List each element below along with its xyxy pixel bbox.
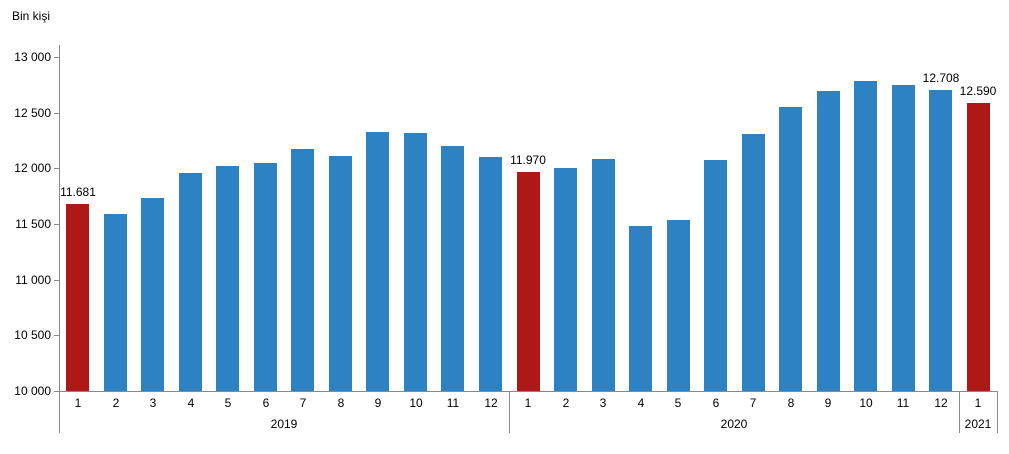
- y-axis-line: [59, 45, 60, 433]
- bar-2019-5: [216, 166, 239, 391]
- bar-2020-7: [742, 134, 765, 391]
- x-month-label: 1: [524, 396, 532, 410]
- x-axis-line: [59, 391, 997, 392]
- bar-2020-11: [892, 85, 915, 391]
- x-month-label: 5: [674, 396, 682, 410]
- x-month-label: 11: [446, 396, 460, 410]
- y-tick-label: 12 000: [14, 161, 51, 175]
- x-month-label: 7: [299, 396, 307, 410]
- x-month-label: 6: [262, 396, 270, 410]
- x-month-label: 9: [824, 396, 832, 410]
- y-axis-tick: [54, 113, 59, 114]
- y-axis-tick: [54, 168, 59, 169]
- bar-2019-11: [441, 146, 464, 391]
- bar-2019-4: [179, 173, 202, 391]
- y-axis-tick: [54, 391, 59, 392]
- bar-2019-1: [66, 204, 89, 391]
- x-month-label: 9: [374, 396, 382, 410]
- bar-2019-3: [141, 198, 164, 391]
- bar-2020-4: [629, 226, 652, 391]
- y-tick-label: 13 000: [14, 50, 51, 64]
- x-month-label: 1: [74, 396, 82, 410]
- group-separator: [959, 391, 960, 433]
- data-label: 11.681: [60, 185, 96, 199]
- y-axis-tick: [54, 57, 59, 58]
- x-month-label: 1: [974, 396, 982, 410]
- bar-2019-10: [404, 133, 427, 391]
- x-month-label: 6: [712, 396, 720, 410]
- x-month-label: 10: [859, 396, 873, 410]
- data-label: 12.590: [959, 84, 997, 98]
- bar-2020-10: [854, 81, 877, 391]
- bar-2020-9: [817, 91, 840, 391]
- y-tick-label: 11 500: [15, 217, 51, 231]
- year-label-2020: 2020: [720, 417, 748, 431]
- x-month-label: 8: [337, 396, 345, 410]
- group-separator: [509, 391, 510, 433]
- year-label-2019: 2019: [270, 417, 298, 431]
- data-label: 11.970: [510, 153, 546, 167]
- bar-2020-2: [554, 168, 577, 391]
- bar-2020-6: [704, 160, 727, 391]
- y-tick-label: 11 000: [15, 273, 51, 287]
- y-tick-label: 10 000: [14, 384, 51, 398]
- bar-2019-9: [366, 132, 389, 391]
- x-month-label: 7: [749, 396, 757, 410]
- x-month-label: 4: [187, 396, 195, 410]
- x-month-label: 11: [896, 396, 910, 410]
- bar-2019-7: [291, 149, 314, 391]
- year-label-2021: 2021: [964, 417, 992, 431]
- bar-2021-1: [967, 103, 990, 391]
- bar-2019-8: [329, 156, 352, 391]
- bar-2020-1: [517, 172, 540, 391]
- x-month-label: 2: [562, 396, 570, 410]
- bar-2019-6: [254, 163, 277, 391]
- bar-2020-12: [929, 90, 952, 391]
- y-axis-tick: [54, 280, 59, 281]
- bar-2019-12: [479, 157, 502, 391]
- bar-2020-8: [779, 107, 802, 391]
- y-tick-label: 10 500: [14, 328, 51, 342]
- y-axis-tick: [54, 224, 59, 225]
- bar-2020-3: [592, 159, 615, 391]
- y-axis-unit-label: Bin kişi: [12, 9, 51, 23]
- x-month-label: 3: [149, 396, 157, 410]
- y-axis-tick: [54, 335, 59, 336]
- x-month-label: 2: [112, 396, 120, 410]
- bar-2020-5: [667, 220, 690, 391]
- data-label: 12.708: [922, 71, 960, 85]
- x-month-label: 8: [787, 396, 795, 410]
- y-tick-label: 12 500: [14, 106, 51, 120]
- x-month-label: 4: [637, 396, 645, 410]
- x-month-label: 3: [599, 396, 607, 410]
- x-month-label: 12: [484, 396, 498, 410]
- x-month-label: 10: [409, 396, 423, 410]
- x-month-label: 5: [224, 396, 232, 410]
- x-month-label: 12: [934, 396, 948, 410]
- bar-2019-2: [104, 214, 127, 391]
- group-separator: [997, 391, 998, 433]
